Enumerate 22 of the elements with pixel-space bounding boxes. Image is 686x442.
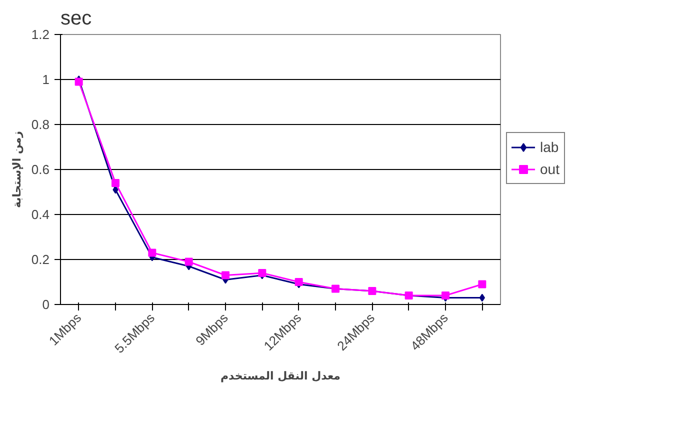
point (184, 258, 193, 266)
y-tick-label: 1.2 (31, 27, 50, 42)
point (74, 78, 83, 86)
point (479, 294, 485, 302)
point (222, 271, 230, 280)
point (442, 292, 450, 300)
legend-label: lab (540, 139, 560, 155)
y-tick-label: 0.8 (31, 117, 50, 132)
x-axis-title: معدل النقل المستخدم (220, 369, 341, 382)
point (258, 269, 266, 277)
legend-label: out (540, 161, 560, 177)
y-tick-label: 1 (42, 72, 50, 87)
y-tick-label: 0.2 (31, 252, 50, 267)
y-axis-title: زمن الإستجابة (10, 131, 24, 208)
y-tick-label: 0.4 (31, 207, 50, 222)
point (148, 248, 156, 257)
point (112, 179, 120, 187)
point (478, 280, 486, 288)
chart-title: sec (60, 8, 92, 30)
y-tick-label: 0.6 (31, 162, 50, 177)
point (294, 278, 303, 286)
y-tick-label: 0 (42, 297, 50, 312)
